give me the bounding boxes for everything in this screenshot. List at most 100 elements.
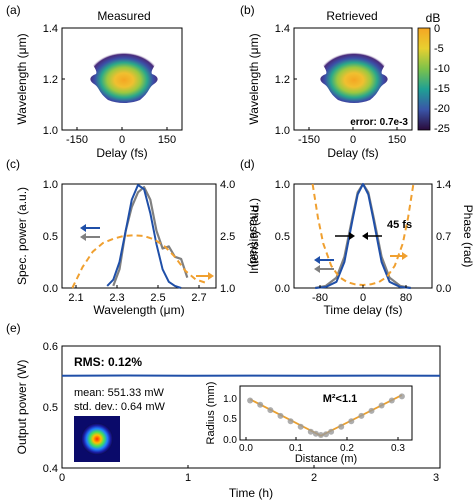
inset-point — [328, 428, 335, 435]
panel-d-ylabel-right: Phase (rad) — [461, 205, 474, 268]
inset-ylabel: Radius (mm) — [205, 382, 217, 445]
panel-b-error-annotation: error: 0.7e-3 — [350, 117, 408, 128]
colorbar-label: dB — [426, 11, 441, 25]
panel-d-ytick-right-0: 0.0 — [436, 283, 451, 295]
inset-background — [236, 380, 432, 464]
panel-e-std: std. dev.: 0.64 mW — [74, 401, 166, 413]
inset-point — [358, 412, 365, 419]
colorbar-tick-1: -5 — [434, 43, 444, 55]
panel-label-b: (b) — [240, 3, 255, 17]
panel-d-ytick-0: 0.0 — [275, 283, 290, 295]
panel-d-arrow-orange — [390, 252, 408, 260]
inset-xtick-1: 0.1 — [289, 443, 303, 454]
panel-c-ytick-0: 0.0 — [43, 283, 58, 295]
panel-b-xtick-1: 0 — [350, 134, 356, 146]
panel-a-title: Measured — [97, 9, 150, 23]
panel-b-heatmap — [320, 52, 388, 103]
panel-a-heatmap — [90, 52, 158, 103]
panel-c-xtick-2: 2.5 — [150, 292, 165, 304]
panel-e-xlabel: Time (h) — [229, 486, 273, 500]
panel-c-arrow-orange — [196, 272, 214, 280]
inset-xtick-0: 0.0 — [239, 443, 253, 454]
panel-d-ytick-1: 0.5 — [275, 231, 290, 243]
inset-point — [287, 418, 294, 425]
panel-e-xtick-0: 0 — [59, 472, 65, 484]
panel-a-xtick-2: 150 — [158, 134, 176, 146]
panel-c-arrow-gray — [80, 233, 100, 241]
inset-point — [388, 397, 395, 404]
panel-c-series-orange-2 — [71, 234, 207, 289]
panel-e: RMS: 0.12% mean: 551.33 mW std. dev.: 0.… — [15, 341, 441, 500]
panel-c-xtick-1: 2.3 — [109, 292, 124, 304]
panel-b-ytick-0: 1.0 — [275, 125, 290, 137]
inset-point — [338, 423, 345, 430]
panel-e-xtick-1: 1 — [185, 472, 191, 484]
inset-series — [247, 393, 405, 438]
panel-b-title: Retrieved — [326, 9, 377, 23]
panel-e-xtick-3: 3 — [433, 472, 439, 484]
panel-c-ytick-right-0: 1.0 — [220, 283, 235, 295]
panel-d-ytick-right-2: 1.4 — [436, 179, 451, 191]
inset-point — [312, 430, 319, 437]
panel-b-xlabel: Delay (fs) — [327, 146, 378, 160]
inset-xlabel: Distance (m) — [295, 453, 357, 465]
panel-d-xtick-2: 80 — [400, 292, 412, 304]
panel-d-xlabel: Time delay (fs) — [324, 303, 403, 317]
panel-c-arrow-blue — [80, 224, 100, 232]
panel-d-xtick-1: 0 — [360, 292, 366, 304]
panel-b: Retrieved error: 0.7e-3 -15 0 0 150 1.0 1… — [247, 9, 450, 160]
panel-c-ylabel-right: Phase (rad) — [247, 205, 261, 268]
panel-a-xlabel: Delay (fs) — [96, 146, 147, 160]
panel-e-ytick-0: 0.4 — [43, 463, 58, 475]
panel-b-ylabel: Wavelength (μm) — [247, 33, 261, 124]
inset-point — [257, 401, 264, 408]
panel-c-xlabel: Wavelength (μm) — [93, 303, 184, 317]
inset-point — [247, 397, 254, 404]
panel-e-xtick-2: 2 — [311, 472, 317, 484]
panel-e-rms: RMS: 0.12% — [74, 355, 142, 369]
panel-e-mean: mean: 551.33 mW — [74, 387, 164, 399]
panel-c-frame — [61, 183, 217, 289]
inset-point — [277, 412, 284, 419]
panel-d-ylabel: Intensity (a.u.) — [247, 198, 261, 274]
inset-point — [348, 418, 355, 425]
inset-point — [307, 428, 314, 435]
inset-point — [398, 393, 405, 400]
inset-xtick-3: 0.3 — [391, 443, 405, 454]
panel-e-frame — [61, 345, 441, 469]
panel-d-arrow-blue — [314, 256, 334, 264]
panel-d-xtick-0: -80 — [312, 292, 328, 304]
panel-c-series-blue-1 — [106, 184, 182, 289]
inset-ytick-1: 0.5 — [223, 414, 237, 425]
panel-a-xtick-0: -150 — [66, 134, 88, 146]
panel-label-d: (d) — [240, 157, 255, 171]
colorbar-tick-5: -25 — [434, 123, 450, 135]
panel-d-fwhm-label: 45 fs — [387, 219, 412, 231]
panel-label-c: (c) — [6, 157, 20, 171]
inset-point — [368, 407, 375, 414]
inset-ytick-0: 0.0 — [223, 435, 237, 446]
panel-e-ytick-2: 0.6 — [43, 341, 58, 353]
inset-frame — [239, 385, 413, 441]
panel-a-ytick-2: 1.4 — [43, 23, 58, 35]
colorbar-tick-0: 0 — [434, 23, 440, 35]
panel-d: 45 fs -80 0 80 0.0 0.5 1.0 0.0 0.7 1.4 T… — [247, 179, 474, 317]
panel-d-fwhm-arrow-right — [362, 232, 382, 240]
panel-b-xtick-2: 150 — [388, 134, 406, 146]
inset-point — [267, 407, 274, 414]
panel-c-ylabel: Spec. power (a.u.) — [15, 187, 29, 285]
panel-d-ytick-2: 1.0 — [275, 179, 290, 191]
panel-b-ytick-1: 1.2 — [275, 74, 290, 86]
panel-d-series-blue-1 — [315, 183, 411, 289]
beam-profile-spot — [81, 423, 113, 455]
colorbar-tick-3: -15 — [434, 83, 450, 95]
panel-a-ytick-0: 1.0 — [43, 125, 58, 137]
inset-point — [317, 432, 324, 438]
inset-point — [323, 431, 329, 438]
panel-a-ylabel: Wavelength (μm) — [15, 33, 29, 124]
panel-c-ytick-right-1: 2.5 — [220, 231, 235, 243]
panel-e-ylabel: Output power (W) — [15, 360, 29, 455]
panel-d-ytick-right-1: 0.7 — [436, 231, 451, 243]
panel-c-xtick-0: 2.1 — [68, 292, 83, 304]
